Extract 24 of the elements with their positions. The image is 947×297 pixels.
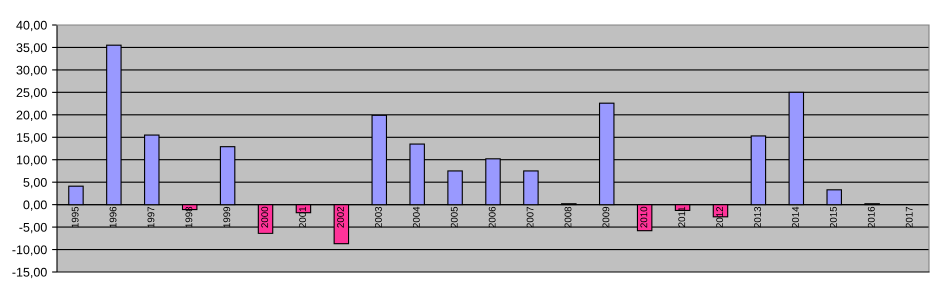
x-tick-label: 1999 xyxy=(223,206,230,228)
x-tick-label: 2002 xyxy=(337,206,344,228)
y-tick-label: -10,00 xyxy=(12,245,47,256)
y-tick-label: 35,00 xyxy=(16,43,47,54)
y-tick-label: 5,00 xyxy=(23,178,47,188)
x-tick-label: 2009 xyxy=(602,206,610,228)
x-tick-label: 2011 xyxy=(678,206,686,227)
y-tick-label: 0,00 xyxy=(23,200,47,211)
x-tick-label: 2000 xyxy=(261,206,268,228)
y-tick-label: 10,00 xyxy=(16,156,47,166)
x-tick-label: 2004 xyxy=(412,206,420,228)
x-tick-label: 2015 xyxy=(830,206,837,228)
x-tick-label: 1997 xyxy=(148,206,154,228)
y-tick-label: 30,00 xyxy=(16,66,47,76)
y-tick-label: -5,00 xyxy=(19,222,47,234)
x-tick-label: 1996 xyxy=(110,206,116,228)
y-tick-label: -15,00 xyxy=(12,268,47,278)
x-tick-label: 1995 xyxy=(72,206,79,228)
y-tick-label: 15,00 xyxy=(16,133,47,144)
x-tick-label: 2016 xyxy=(868,206,875,228)
y-tick-label: 40,00 xyxy=(16,20,47,32)
y-tick-label: 25,00 xyxy=(16,88,47,98)
x-tick-label: 2010 xyxy=(640,206,648,228)
y-tick-label: 20,00 xyxy=(16,110,47,121)
